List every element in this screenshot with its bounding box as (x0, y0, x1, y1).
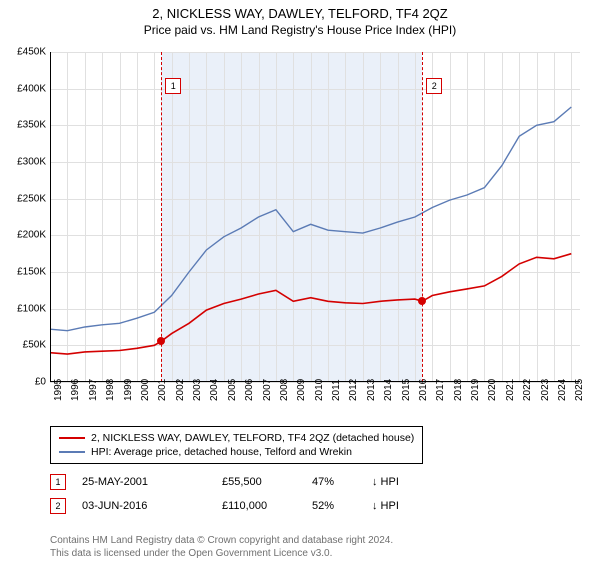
y-tick-label: £350K (2, 120, 46, 131)
line-svg (50, 52, 580, 382)
footer-line-2: This data is licensed under the Open Gov… (50, 547, 393, 560)
sale-date: 03-JUN-2016 (82, 500, 222, 512)
sale-date: 25-MAY-2001 (82, 476, 222, 488)
x-tick-label: 2024 (557, 379, 568, 401)
sale-pct: 47% (312, 476, 372, 488)
container: 2, NICKLESS WAY, DAWLEY, TELFORD, TF4 2Q… (0, 6, 600, 566)
x-tick-label: 2025 (574, 379, 585, 401)
y-axis (50, 52, 51, 382)
y-tick-label: £300K (2, 157, 46, 168)
x-tick-label: 2015 (401, 379, 412, 401)
x-tick-label: 2014 (383, 379, 394, 401)
sale-direction: ↓ HPI (372, 500, 412, 512)
price-chart: £0£50K£100K£150K£200K£250K£300K£350K£400… (50, 52, 580, 382)
x-tick-label: 2004 (209, 379, 220, 401)
y-tick-label: £400K (2, 83, 46, 94)
plot-area: £0£50K£100K£150K£200K£250K£300K£350K£400… (50, 52, 580, 382)
sale-marker-dot (418, 297, 426, 305)
sale-row: 1 25-MAY-2001£55,50047%↓ HPI (50, 474, 412, 490)
legend-label: 2, NICKLESS WAY, DAWLEY, TELFORD, TF4 2Q… (91, 432, 414, 444)
x-axis (50, 381, 580, 382)
legend-swatch (59, 437, 85, 439)
x-tick-label: 1996 (70, 379, 81, 401)
legend-swatch (59, 451, 85, 453)
footer: Contains HM Land Registry data © Crown c… (50, 534, 393, 560)
y-tick-label: £100K (2, 303, 46, 314)
x-tick-label: 2005 (227, 379, 238, 401)
sale-row: 2 03-JUN-2016£110,00052%↓ HPI (50, 498, 412, 514)
x-tick-label: 1999 (123, 379, 134, 401)
sale-row-box: 2 (50, 498, 66, 514)
y-tick-label: £250K (2, 193, 46, 204)
x-tick-label: 2006 (244, 379, 255, 401)
x-tick-label: 2000 (140, 379, 151, 401)
footer-line-1: Contains HM Land Registry data © Crown c… (50, 534, 393, 547)
legend-item: HPI: Average price, detached house, Telf… (59, 445, 414, 459)
page-title: 2, NICKLESS WAY, DAWLEY, TELFORD, TF4 2Q… (0, 6, 600, 21)
x-tick-label: 2017 (435, 379, 446, 401)
x-tick-label: 2016 (418, 379, 429, 401)
x-tick-label: 2022 (522, 379, 533, 401)
x-tick-label: 2008 (279, 379, 290, 401)
x-tick-label: 2010 (314, 379, 325, 401)
legend: 2, NICKLESS WAY, DAWLEY, TELFORD, TF4 2Q… (50, 426, 423, 464)
sale-price: £55,500 (222, 476, 312, 488)
x-tick-label: 2007 (262, 379, 273, 401)
series-property (50, 254, 571, 354)
x-tick-label: 2020 (487, 379, 498, 401)
sale-marker-box: 1 (165, 78, 181, 94)
legend-item: 2, NICKLESS WAY, DAWLEY, TELFORD, TF4 2Q… (59, 431, 414, 445)
x-tick-label: 2002 (175, 379, 186, 401)
y-tick-label: £0 (2, 377, 46, 388)
legend-label: HPI: Average price, detached house, Telf… (91, 446, 352, 458)
y-tick-label: £50K (2, 340, 46, 351)
y-tick-label: £150K (2, 267, 46, 278)
x-tick-label: 2019 (470, 379, 481, 401)
page-subtitle: Price paid vs. HM Land Registry's House … (0, 23, 600, 37)
sale-marker-box: 2 (426, 78, 442, 94)
sale-marker-line (161, 52, 162, 382)
y-tick-label: £450K (2, 47, 46, 58)
x-tick-label: 1998 (105, 379, 116, 401)
x-tick-label: 2021 (505, 379, 516, 401)
x-tick-label: 2011 (331, 379, 342, 401)
x-tick-label: 2012 (348, 379, 359, 401)
x-tick-label: 2013 (366, 379, 377, 401)
sale-marker-line (422, 52, 423, 382)
sale-pct: 52% (312, 500, 372, 512)
sale-direction: ↓ HPI (372, 476, 412, 488)
x-tick-label: 2001 (157, 379, 168, 401)
x-tick-label: 2018 (453, 379, 464, 401)
x-tick-label: 1997 (88, 379, 99, 401)
x-tick-label: 2009 (296, 379, 307, 401)
x-tick-label: 1995 (53, 379, 64, 401)
sale-row-box: 1 (50, 474, 66, 490)
x-tick-label: 2023 (540, 379, 551, 401)
sale-marker-dot (157, 337, 165, 345)
y-tick-label: £200K (2, 230, 46, 241)
sale-price: £110,000 (222, 500, 312, 512)
x-tick-label: 2003 (192, 379, 203, 401)
